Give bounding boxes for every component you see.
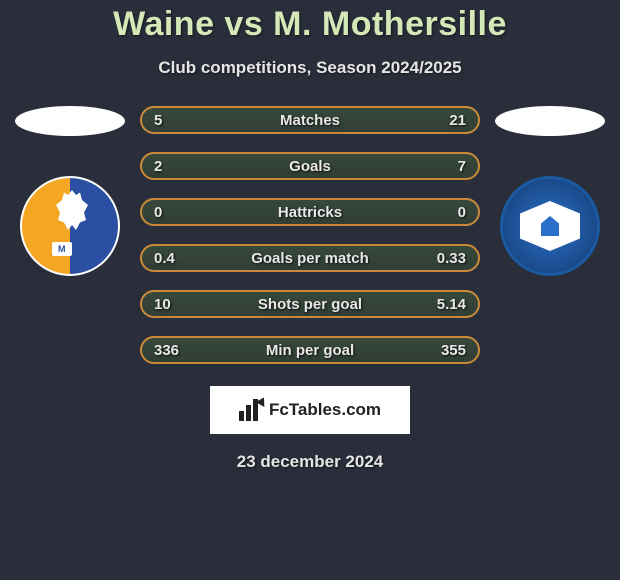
right-player-silhouette	[495, 106, 605, 136]
stat-label: Min per goal	[266, 342, 354, 359]
stat-left-value: 10	[154, 296, 190, 313]
stat-left-value: 0.4	[154, 250, 190, 267]
stat-right-value: 5.14	[430, 296, 466, 313]
stats-column: 5 Matches 21 2 Goals 7 0 Hattricks 0 0.4 Goals per…	[140, 106, 480, 364]
stat-label: Goals	[289, 158, 331, 175]
stat-row: 2 Goals 7	[140, 152, 480, 180]
fctables-chart-icon	[239, 399, 265, 421]
stat-label: Shots per goal	[258, 296, 362, 313]
footer-date: 23 december 2024	[0, 452, 620, 472]
page-title: Waine vs M. Mothersille	[0, 5, 620, 44]
stat-left-value: 2	[154, 158, 190, 175]
right-crest-inner	[520, 201, 580, 251]
stat-right-value: 355	[430, 342, 466, 359]
footer-logo[interactable]: FcTables.com	[210, 386, 410, 434]
stat-row: 336 Min per goal 355	[140, 336, 480, 364]
left-team-crest: M	[20, 176, 120, 276]
stat-row: 0.4 Goals per match 0.33	[140, 244, 480, 272]
stat-label: Goals per match	[251, 250, 369, 267]
stat-label: Matches	[280, 112, 340, 129]
comparison-card: Waine vs M. Mothersille Club competition…	[0, 0, 620, 472]
stat-left-value: 0	[154, 204, 190, 221]
right-team-crest	[500, 176, 600, 276]
page-subtitle: Club competitions, Season 2024/2025	[0, 58, 620, 78]
stat-row: 10 Shots per goal 5.14	[140, 290, 480, 318]
left-crest-letter: M	[52, 242, 72, 256]
left-player-silhouette	[15, 106, 125, 136]
stat-label: Hattricks	[278, 204, 342, 221]
main-row: M 5 Matches 21 2 Goals 7 0 Hattricks 0 0.4 Goals p…	[0, 106, 620, 364]
footer-logo-text: FcTables.com	[269, 400, 381, 420]
stat-right-value: 0	[430, 204, 466, 221]
stat-right-value: 7	[430, 158, 466, 175]
left-player-column: M	[10, 106, 130, 276]
stat-row: 0 Hattricks 0	[140, 198, 480, 226]
stat-left-value: 5	[154, 112, 190, 129]
stat-row: 5 Matches 21	[140, 106, 480, 134]
stat-left-value: 336	[154, 342, 190, 359]
right-player-column	[490, 106, 610, 276]
stat-right-value: 21	[430, 112, 466, 129]
stat-right-value: 0.33	[430, 250, 466, 267]
